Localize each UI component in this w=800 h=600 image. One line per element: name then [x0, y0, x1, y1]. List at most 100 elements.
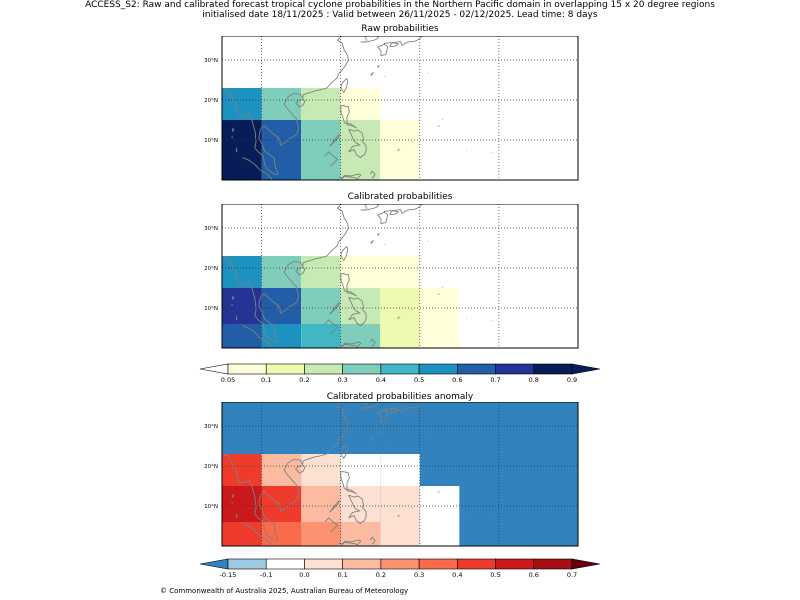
- probability-cell: [222, 522, 262, 546]
- coastline-segment: [340, 246, 349, 262]
- coastline-segment: [364, 204, 367, 209]
- coastline: [222, 204, 493, 348]
- probability-cell: [380, 324, 420, 348]
- colorbar-tick-label: -0.1: [260, 571, 273, 579]
- coastline-segment: [377, 409, 389, 423]
- probability-cell: [222, 288, 262, 324]
- colorbar-segment: [533, 363, 573, 375]
- colorbar-under-arrow: [199, 558, 229, 570]
- coastline-segment: [360, 402, 379, 409]
- colorbar-over-arrow: [571, 363, 601, 375]
- coastline-segment: [338, 173, 362, 180]
- coastline-segment: [340, 273, 357, 297]
- y-tick-label: 30°N: [204, 424, 218, 430]
- coastline-segment: [370, 240, 374, 244]
- raw-probabilities-map: 100°E120°E140°E160°E10°N20°N30°N: [204, 36, 579, 181]
- coastline-segment: [364, 36, 367, 41]
- coastline-segment: [347, 494, 367, 525]
- probability-cell: [340, 486, 381, 522]
- colorbar-tick-label: 0.2: [376, 571, 386, 579]
- probability-cell: [301, 454, 341, 486]
- coastline-segment: [364, 402, 367, 407]
- coastline-segment: [340, 444, 349, 460]
- probability-cell: [380, 522, 420, 546]
- coastline-segment: [242, 157, 274, 180]
- colorbar-tick-label: 0.5: [490, 571, 500, 579]
- colorbar-segment: [265, 558, 305, 570]
- probability-cell: [340, 454, 381, 486]
- coastline-segment: [360, 204, 379, 211]
- colorbar-segment: [265, 363, 305, 375]
- coastline-segment: [324, 517, 339, 533]
- colorbar-under-arrow: [199, 363, 229, 375]
- probability-cell: [301, 256, 341, 288]
- coastline-segment: [329, 499, 341, 513]
- probability-cell: [222, 486, 262, 522]
- coastline-segment: [235, 315, 238, 321]
- coastline-segment: [276, 504, 279, 508]
- probability-cell: [222, 256, 262, 288]
- coastline-segment: [338, 539, 362, 546]
- coastline-segment: [397, 148, 401, 152]
- probability-colorbar: 0.05 0.1 0.2 0.3 0.4 0.5 0.6 0.7 0.8 0.9: [199, 363, 601, 384]
- probability-cell: [340, 256, 381, 288]
- colorbar-segment: [304, 363, 343, 375]
- colorbar-tick-label: -0.15: [220, 571, 237, 579]
- copyright-text: © Commonwealth of Australia 2025, Austra…: [160, 587, 409, 595]
- colorbar-tick-label: 0.7: [567, 571, 577, 579]
- coastline-segment: [329, 133, 341, 147]
- coastline-segment: [377, 211, 389, 225]
- coastline-segment: [242, 523, 274, 546]
- y-tick-label: 20°N: [204, 266, 218, 272]
- coastline-segment: [231, 127, 234, 132]
- coastline-segment: [340, 471, 357, 495]
- probability-cell: [261, 88, 302, 120]
- probability-cell: [222, 324, 262, 348]
- colorbar-segment: [227, 363, 267, 375]
- coastline-segment: [329, 301, 341, 315]
- coastline-segment: [383, 402, 423, 413]
- figure-subtitle: initialised date 18/11/2025 : Valid betw…: [202, 10, 598, 20]
- figure-title: ACCESS_S2: Raw and calibrated forecast t…: [85, 0, 715, 10]
- probability-cell: [380, 454, 420, 486]
- y-tick-label: 10°N: [204, 138, 218, 144]
- coastline-segment: [276, 306, 279, 310]
- coastline-segment: [347, 296, 367, 327]
- colorbar-tick-label: 0.6: [452, 376, 462, 384]
- coastline-segment: [295, 267, 306, 276]
- raw-panel-title: Raw probabilities: [361, 24, 439, 34]
- probability-cell: [340, 88, 381, 120]
- colorbar-segment: [380, 363, 420, 375]
- coastline-segment: [242, 325, 274, 348]
- coastline-segment: [437, 293, 440, 296]
- probability-cell: [301, 288, 341, 324]
- probability-cell: [222, 120, 262, 180]
- probability-cell: [261, 454, 302, 486]
- calibrated-panel-title: Calibrated probabilities: [347, 192, 453, 202]
- probability-cell: [419, 486, 460, 522]
- coastline-segment: [369, 338, 376, 347]
- colorbar-segment: [533, 558, 573, 570]
- colorbar-segment: [342, 363, 382, 375]
- probability-cell: [222, 88, 262, 120]
- coastline-segment: [397, 514, 401, 518]
- coastline-segment: [295, 99, 306, 108]
- anomaly-map: 100°E120°E140°E160°E10°N20°N30°N: [204, 402, 579, 547]
- colorbar-tick-label: 0.0: [299, 571, 309, 579]
- coastline-segment: [340, 78, 349, 94]
- coastline-segment: [369, 536, 376, 545]
- y-tick-label: 20°N: [204, 464, 218, 470]
- probability-cell: [419, 288, 460, 324]
- coastline-segment: [235, 147, 238, 153]
- coastline-segment: [347, 128, 367, 159]
- coastline-segment: [369, 170, 376, 179]
- probability-cell: [340, 288, 381, 324]
- colorbar-tick-label: 0.05: [221, 376, 235, 384]
- colorbar-tick-label: 0.3: [414, 571, 424, 579]
- colorbar-segment: [457, 363, 496, 375]
- coastline-segment: [376, 65, 381, 68]
- coastline-segment: [389, 210, 400, 216]
- probability-cell: [261, 486, 302, 522]
- probability-cell: [380, 120, 420, 180]
- coastline-segment: [370, 72, 374, 76]
